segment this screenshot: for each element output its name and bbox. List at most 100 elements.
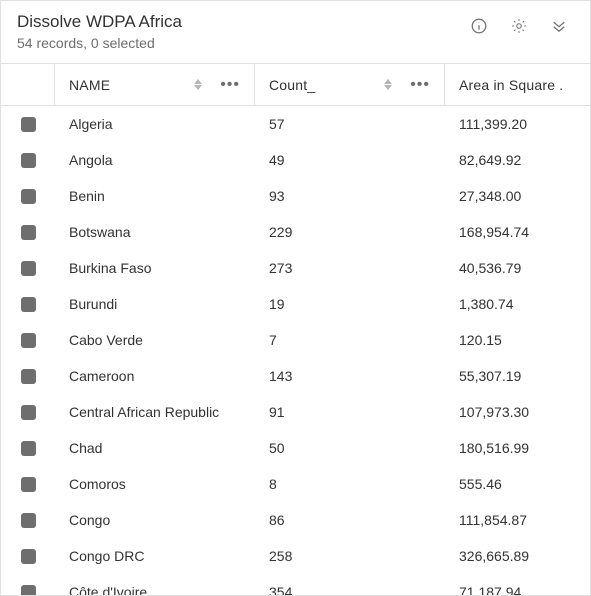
- cell-count: 7: [255, 322, 445, 358]
- cell-name: Congo DRC: [55, 538, 255, 574]
- info-icon[interactable]: [470, 17, 488, 35]
- cell-name: Comoros: [55, 466, 255, 502]
- attribute-table-panel: Dissolve WDPA Africa 54 records, 0 selec…: [0, 0, 591, 596]
- row-select-cell: [1, 502, 55, 538]
- cell-name: Central African Republic: [55, 394, 255, 430]
- header-title-block: Dissolve WDPA Africa 54 records, 0 selec…: [17, 11, 470, 51]
- chevron-down-double-icon[interactable]: [550, 17, 568, 35]
- row-checkbox[interactable]: [21, 513, 36, 528]
- row-select-cell: [1, 106, 55, 142]
- cell-name: Algeria: [55, 106, 255, 142]
- cell-name: Cabo Verde: [55, 322, 255, 358]
- cell-count: 57: [255, 106, 445, 142]
- row-checkbox[interactable]: [21, 441, 36, 456]
- column-menu-icon[interactable]: •••: [216, 76, 244, 94]
- row-select-cell: [1, 142, 55, 178]
- table-row[interactable]: Benin9327,348.00: [1, 178, 590, 214]
- cell-area: 55,307.19: [445, 358, 590, 394]
- table-row[interactable]: Burundi191,380.74: [1, 286, 590, 322]
- cell-name: Burkina Faso: [55, 250, 255, 286]
- panel-title: Dissolve WDPA Africa: [17, 11, 470, 33]
- row-select-cell: [1, 250, 55, 286]
- cell-count: 91: [255, 394, 445, 430]
- column-menu-icon[interactable]: •••: [406, 76, 434, 94]
- row-checkbox[interactable]: [21, 333, 36, 348]
- cell-count: 273: [255, 250, 445, 286]
- cell-count: 8: [255, 466, 445, 502]
- cell-count: 93: [255, 178, 445, 214]
- row-select-cell: [1, 466, 55, 502]
- row-checkbox[interactable]: [21, 225, 36, 240]
- column-header-select: [1, 64, 55, 105]
- cell-area: 111,854.87: [445, 502, 590, 538]
- table-row[interactable]: Cameroon14355,307.19: [1, 358, 590, 394]
- row-checkbox[interactable]: [21, 189, 36, 204]
- cell-name: Côte d'Ivoire: [55, 574, 255, 595]
- cell-name: Benin: [55, 178, 255, 214]
- cell-name: Burundi: [55, 286, 255, 322]
- gear-icon[interactable]: [510, 17, 528, 35]
- row-select-cell: [1, 430, 55, 466]
- row-checkbox[interactable]: [21, 153, 36, 168]
- table-header-row: NAME ••• Count_ ••• Area in Square .: [1, 64, 590, 106]
- column-header-label: NAME: [65, 77, 194, 93]
- row-select-cell: [1, 358, 55, 394]
- table-row[interactable]: Congo86111,854.87: [1, 502, 590, 538]
- table-row[interactable]: Algeria57111,399.20: [1, 106, 590, 142]
- cell-area: 27,348.00: [445, 178, 590, 214]
- cell-name: Angola: [55, 142, 255, 178]
- column-header-area[interactable]: Area in Square .: [445, 64, 590, 105]
- row-checkbox[interactable]: [21, 585, 36, 595]
- table-row[interactable]: Congo DRC258326,665.89: [1, 538, 590, 574]
- table-row[interactable]: Cabo Verde7120.15: [1, 322, 590, 358]
- column-header-count[interactable]: Count_ •••: [255, 64, 445, 105]
- cell-area: 326,665.89: [445, 538, 590, 574]
- cell-count: 86: [255, 502, 445, 538]
- cell-area: 107,973.30: [445, 394, 590, 430]
- cell-name: Chad: [55, 430, 255, 466]
- cell-area: 71,187.94: [445, 574, 590, 595]
- table-row[interactable]: Comoros8555.46: [1, 466, 590, 502]
- row-checkbox[interactable]: [21, 117, 36, 132]
- row-select-cell: [1, 574, 55, 595]
- column-header-name[interactable]: NAME •••: [55, 64, 255, 105]
- table-row[interactable]: Central African Republic91107,973.30: [1, 394, 590, 430]
- cell-count: 258: [255, 538, 445, 574]
- cell-count: 143: [255, 358, 445, 394]
- cell-name: Cameroon: [55, 358, 255, 394]
- cell-name: Botswana: [55, 214, 255, 250]
- row-select-cell: [1, 322, 55, 358]
- row-checkbox[interactable]: [21, 261, 36, 276]
- record-count-label: 54 records, 0 selected: [17, 35, 470, 51]
- sort-icon[interactable]: [194, 79, 208, 90]
- row-checkbox[interactable]: [21, 549, 36, 564]
- row-select-cell: [1, 538, 55, 574]
- cell-area: 168,954.74: [445, 214, 590, 250]
- row-checkbox[interactable]: [21, 405, 36, 420]
- cell-area: 180,516.99: [445, 430, 590, 466]
- cell-count: 229: [255, 214, 445, 250]
- cell-area: 111,399.20: [445, 106, 590, 142]
- header-toolbar: [470, 11, 574, 35]
- row-checkbox[interactable]: [21, 297, 36, 312]
- cell-area: 120.15: [445, 322, 590, 358]
- cell-count: 50: [255, 430, 445, 466]
- column-header-label: Area in Square .: [455, 77, 580, 93]
- panel-header: Dissolve WDPA Africa 54 records, 0 selec…: [1, 1, 590, 64]
- table-row[interactable]: Côte d'Ivoire35471,187.94: [1, 574, 590, 595]
- row-select-cell: [1, 178, 55, 214]
- row-select-cell: [1, 286, 55, 322]
- row-select-cell: [1, 214, 55, 250]
- row-checkbox[interactable]: [21, 369, 36, 384]
- row-select-cell: [1, 394, 55, 430]
- sort-icon[interactable]: [384, 79, 398, 90]
- table-row[interactable]: Botswana229168,954.74: [1, 214, 590, 250]
- cell-count: 19: [255, 286, 445, 322]
- cell-name: Congo: [55, 502, 255, 538]
- table-row[interactable]: Burkina Faso27340,536.79: [1, 250, 590, 286]
- table-row[interactable]: Chad50180,516.99: [1, 430, 590, 466]
- row-checkbox[interactable]: [21, 477, 36, 492]
- cell-count: 354: [255, 574, 445, 595]
- table-row[interactable]: Angola4982,649.92: [1, 142, 590, 178]
- cell-area: 82,649.92: [445, 142, 590, 178]
